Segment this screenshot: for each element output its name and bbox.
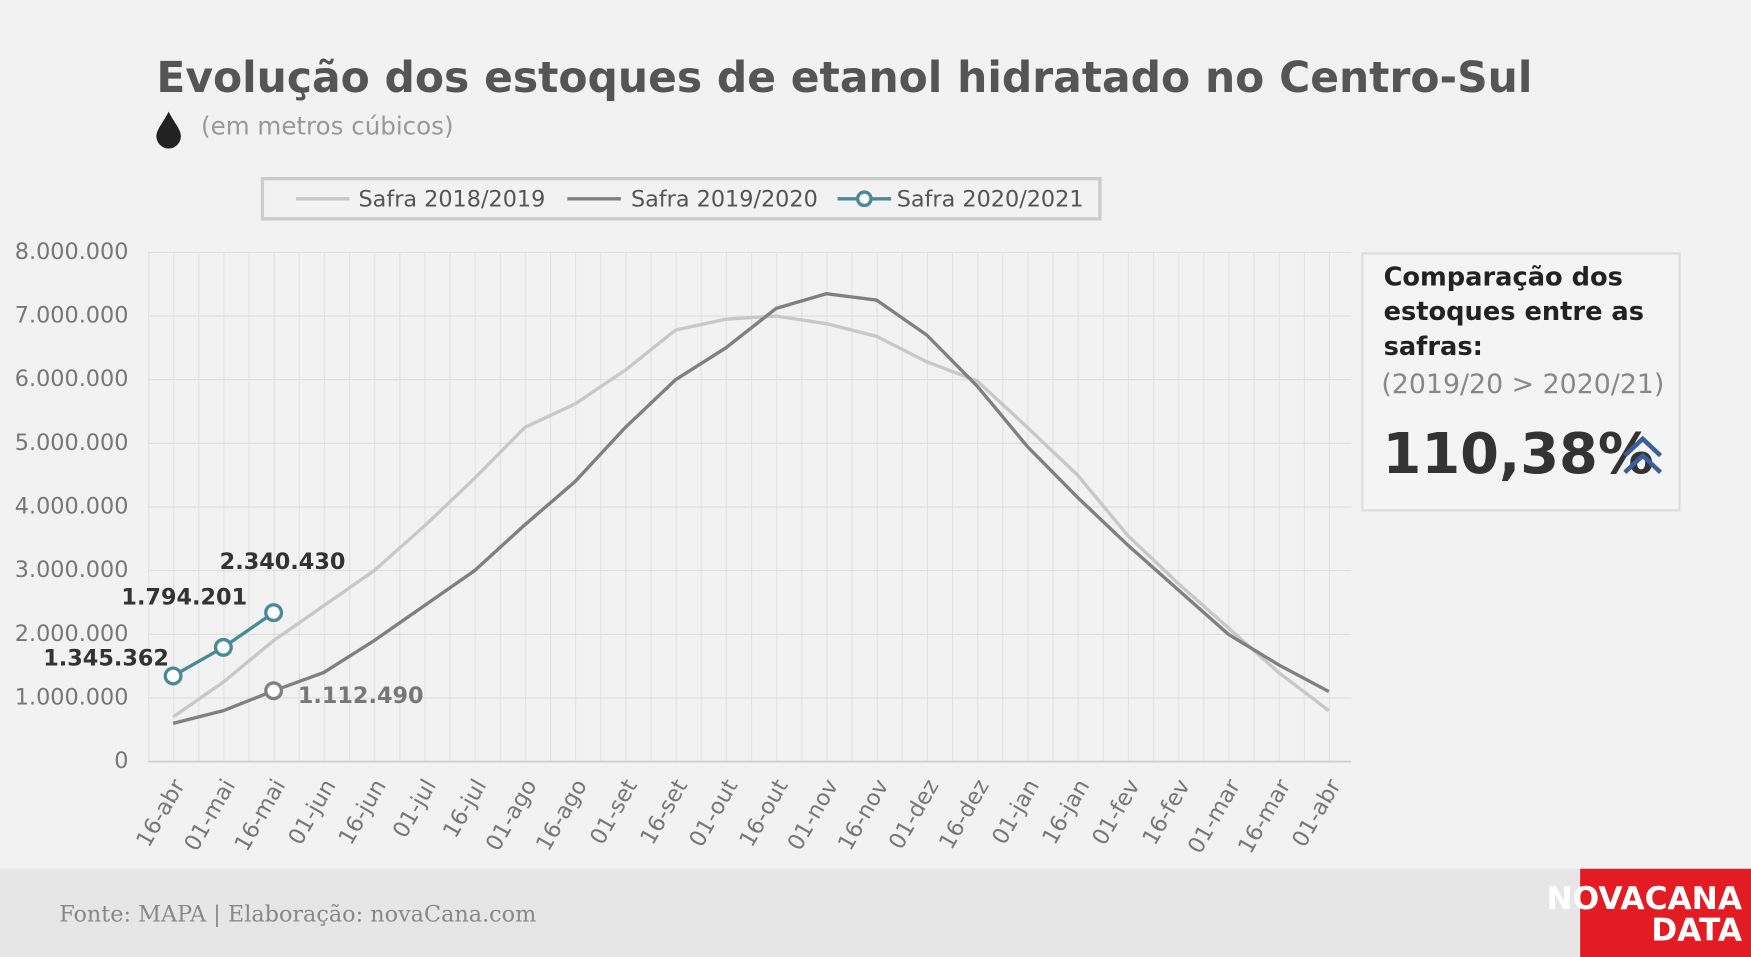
logo-text: DATA [1651,912,1743,948]
panel-title: estoques entre as [1384,297,1644,327]
y-tick-label: 7.000.000 [15,303,129,329]
chart-title: Evolução dos estoques de etanol hidratad… [156,54,1532,103]
y-tick-label: 6.000.000 [15,366,129,392]
logo-text: NOVACANA [1546,881,1742,917]
y-tick-label: 3.000.000 [15,557,129,583]
y-tick-label: 1.000.000 [15,684,129,710]
point-marker [264,603,284,623]
point-marker [264,681,284,701]
logo [1580,868,1751,957]
y-tick-label: 4.000.000 [15,493,129,519]
footer-bar [0,868,1751,957]
data-label: 1.794.201 [121,585,247,611]
point-marker [213,637,233,657]
y-tick-label: 0 [114,748,128,774]
series-line [172,314,1330,719]
up-arrows [1623,435,1663,474]
legend-box [260,176,1102,221]
footer-source: Fonte: MAPA | Elaboração: novaCana.com [59,902,536,928]
y-tick-label: 2.000.000 [15,621,129,647]
panel-title: Comparação dos [1384,263,1623,293]
y-tick-label: 8.000.000 [15,239,129,265]
panel-box [1361,252,1681,512]
legend-label: Safra 2018/2019 [358,186,545,212]
legend-marker [855,190,873,208]
legend-label: Safra 2019/2020 [631,186,818,212]
series-line [172,292,1330,726]
panel-subtitle: (2019/20 > 2020/21) [1381,369,1664,400]
panel-title: safras: [1384,332,1483,362]
y-tick-label: 5.000.000 [15,430,129,456]
legend-label: Safra 2020/2021 [897,186,1084,212]
data-label: 1.112.490 [298,683,424,709]
point-marker [163,666,183,686]
data-label: 1.345.362 [43,646,169,672]
panel-value: 110,38% [1382,422,1653,487]
data-label: 2.340.430 [220,549,346,575]
drop-icon [156,111,181,149]
chart-subtitle: (em metros cúbicos) [201,111,454,140]
